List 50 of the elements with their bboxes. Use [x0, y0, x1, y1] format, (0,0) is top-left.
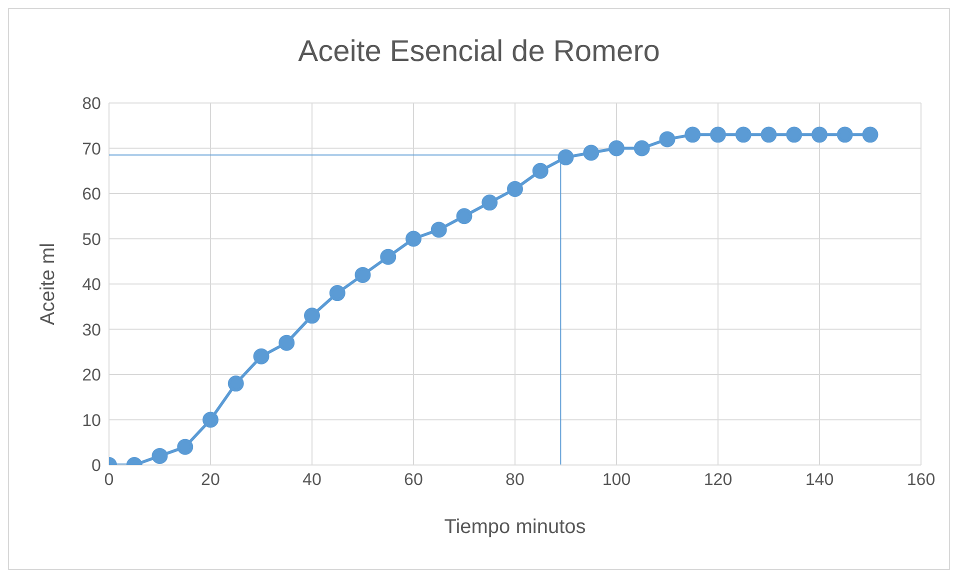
- x-tick-label: 120: [704, 470, 732, 490]
- point: [532, 162, 548, 179]
- point: [760, 126, 777, 143]
- point: [482, 194, 498, 211]
- point: [228, 376, 244, 392]
- y-tick-label: 40: [82, 275, 101, 294]
- x-tick-label: 60: [404, 470, 423, 490]
- y-tick-label: 70: [82, 139, 101, 158]
- x-tick-label: 20: [201, 470, 220, 490]
- point: [659, 131, 676, 148]
- point: [786, 126, 802, 143]
- y-tick-label: 0: [92, 456, 101, 476]
- x-tick-label: 0: [104, 470, 114, 490]
- y-tick-label: 30: [82, 320, 101, 340]
- x-tick-label: 140: [805, 470, 834, 490]
- point: [558, 149, 574, 166]
- point: [253, 348, 270, 364]
- point: [329, 285, 346, 302]
- point: [634, 140, 650, 156]
- y-tick-label: 60: [82, 184, 101, 204]
- point: [710, 126, 726, 143]
- point: [354, 266, 371, 283]
- point: [608, 140, 624, 156]
- point: [836, 126, 853, 143]
- point: [278, 334, 295, 351]
- y-axis-title: Aceite ml: [37, 242, 60, 326]
- point: [583, 144, 600, 161]
- point: [684, 126, 701, 143]
- point: [812, 126, 828, 143]
- x-tick-label: 40: [302, 470, 322, 490]
- y-tick-label: 10: [82, 410, 101, 430]
- point: [862, 126, 878, 143]
- point: [152, 448, 168, 464]
- point: [507, 180, 523, 197]
- y-tick-label: 50: [82, 230, 101, 249]
- x-tick-label: 160: [906, 470, 936, 490]
- point: [430, 222, 447, 238]
- point: [380, 248, 396, 265]
- y-tick-label: 20: [82, 366, 101, 385]
- y-tick-label: 80: [82, 94, 101, 114]
- x-axis-title: Tiempo minutos: [444, 516, 586, 538]
- x-tick-label: 100: [602, 470, 631, 490]
- chart-title: Aceite Esencial de Romero: [297, 34, 661, 70]
- point: [406, 230, 422, 247]
- point: [202, 412, 218, 428]
- point: [304, 308, 320, 324]
- point: [735, 126, 752, 143]
- x-tick-label: 80: [506, 470, 524, 490]
- point: [177, 438, 194, 455]
- point: [456, 208, 472, 224]
